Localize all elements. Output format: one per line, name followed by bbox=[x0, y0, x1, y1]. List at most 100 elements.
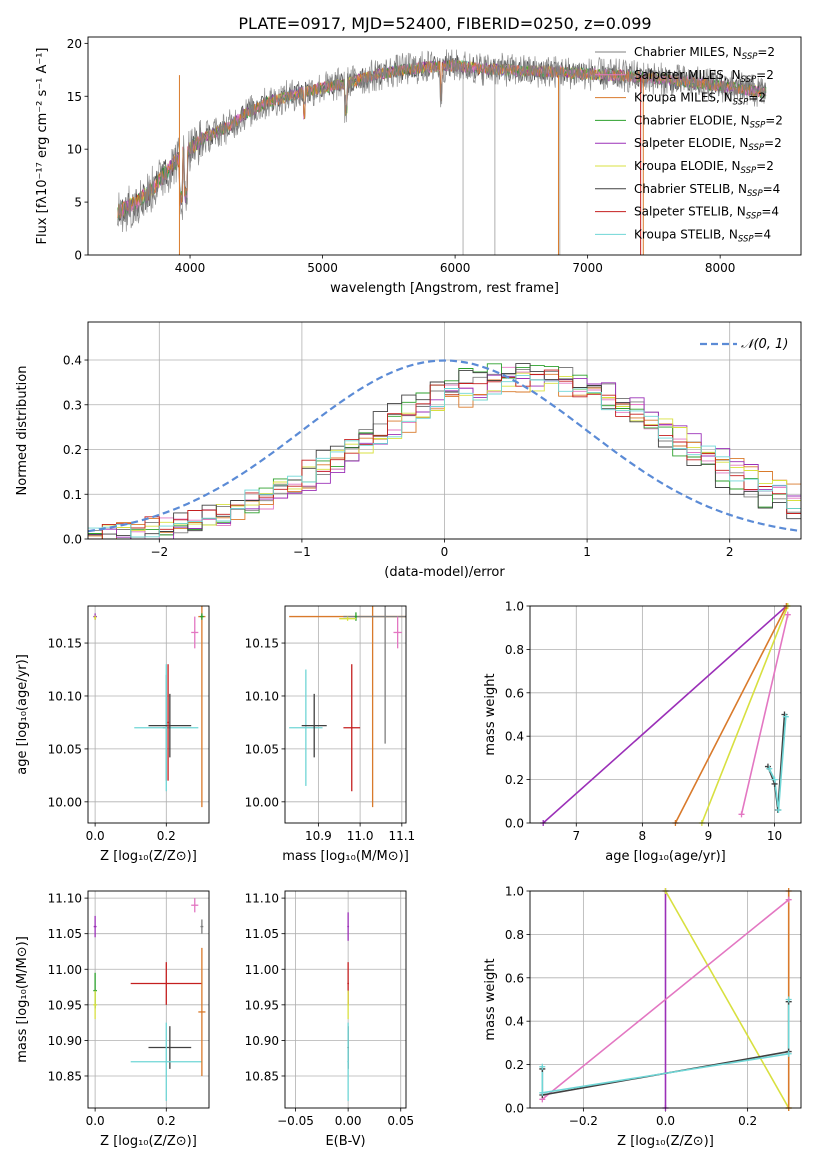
weight-marker bbox=[784, 611, 791, 618]
weight-marker bbox=[782, 713, 789, 720]
legend-subscript: SSP bbox=[741, 75, 757, 85]
y-tick-label: 11.10 bbox=[48, 892, 82, 906]
y-tick-label: 0.8 bbox=[505, 928, 524, 942]
data-point bbox=[94, 616, 97, 619]
x-tick-label: 4000 bbox=[175, 261, 206, 275]
y-tick-label: 0.6 bbox=[505, 686, 524, 700]
weight-line bbox=[701, 606, 789, 823]
data-point bbox=[347, 1003, 350, 1006]
y-tick-label: 0.2 bbox=[63, 443, 82, 457]
legend-subscript: SSP bbox=[742, 52, 758, 62]
plot-area bbox=[117, 49, 767, 255]
legend-nssp: =2 bbox=[757, 45, 775, 59]
x-tick-label: 8 bbox=[639, 829, 647, 843]
y-tick-label: 10.15 bbox=[48, 637, 82, 651]
x-tick-label: 10 bbox=[767, 829, 782, 843]
legend-nssp: =2 bbox=[748, 91, 766, 105]
weight-marker bbox=[771, 776, 778, 783]
y-tick-label: 11.00 bbox=[245, 963, 279, 977]
legend-subscript: SSP bbox=[747, 189, 763, 199]
data-point bbox=[313, 724, 316, 727]
x-axis-label: E(B-V) bbox=[325, 1134, 365, 1149]
x-tick-label: −0.2 bbox=[569, 1114, 598, 1128]
normal-legend-label: 𝒩(0, 1) bbox=[741, 337, 788, 352]
plot-area bbox=[93, 606, 206, 808]
weight-marker bbox=[785, 896, 792, 903]
y-axis-label: Normed distribution bbox=[15, 366, 30, 496]
y-tick-label: 0.3 bbox=[63, 398, 82, 412]
y-tick-label: 10.10 bbox=[48, 689, 82, 703]
x-tick-label: 0.0 bbox=[656, 1114, 675, 1128]
data-point bbox=[200, 615, 203, 618]
data-point bbox=[94, 1003, 97, 1006]
legend-label: Kroupa STELIB, NSSP=4 bbox=[634, 227, 771, 244]
y-axis-label: mass weight bbox=[483, 673, 498, 755]
y-axis-label: mass weight bbox=[483, 958, 498, 1040]
x-tick-label: 9 bbox=[705, 829, 713, 843]
x-tick-label: 0 bbox=[441, 545, 449, 559]
x-axis-label: age [log₁₀(age/yr)] bbox=[605, 849, 726, 864]
x-axis-label: wavelength [Angstrom, rest frame] bbox=[330, 281, 559, 296]
y-tick-label: 10 bbox=[67, 143, 82, 157]
x-tick-label: 0.2 bbox=[157, 829, 176, 843]
histogram-step bbox=[88, 374, 801, 538]
x-tick-label: 6000 bbox=[440, 261, 471, 275]
data-point bbox=[396, 631, 399, 634]
legend-model: Chabrier STELIB, N bbox=[634, 182, 747, 196]
legend-label: Kroupa ELODIE, NSSP=2 bbox=[634, 159, 774, 176]
legend-nssp: =4 bbox=[763, 182, 781, 196]
legend-nssp: =2 bbox=[756, 68, 774, 82]
y-tick-label: 0.1 bbox=[63, 488, 82, 502]
x-tick-label: −2 bbox=[150, 545, 168, 559]
data-point bbox=[350, 726, 353, 729]
y-tick-label: 10.95 bbox=[48, 998, 82, 1012]
weight-marker bbox=[785, 1050, 792, 1057]
legend-model: Chabrier MILES, N bbox=[634, 45, 742, 59]
panel-spectrum: 4000 5000 6000 7000 8000 0 5 10 15 20 wavelength [… bbox=[35, 36, 802, 296]
weight-line bbox=[541, 999, 790, 1094]
data-point bbox=[347, 925, 350, 928]
x-tick-label: 0.2 bbox=[738, 1114, 757, 1128]
data-point bbox=[347, 982, 350, 985]
axes-frame bbox=[284, 605, 407, 824]
x-tick-label: −1 bbox=[293, 545, 311, 559]
y-axis-label: age [log₁₀(age/yr)] bbox=[15, 654, 30, 775]
panel-mass_vs_Z: 0.0 0.2 10.85 10.90 10.95 11.00 11.05 11.10 Z [l… bbox=[15, 890, 210, 1149]
axes-frame bbox=[87, 321, 802, 540]
legend-subscript: SSP bbox=[746, 212, 762, 222]
data-point bbox=[167, 721, 169, 724]
x-tick-label: 0.0 bbox=[86, 829, 105, 843]
weight-line bbox=[542, 606, 788, 823]
legend-model: Chabrier ELODIE, N bbox=[634, 113, 750, 127]
x-tick-label: 0.05 bbox=[387, 1114, 414, 1128]
y-tick-label: 10.00 bbox=[245, 795, 279, 809]
y-tick-label: 0.4 bbox=[505, 730, 524, 744]
y-tick-label: 0.8 bbox=[505, 643, 524, 657]
data-point bbox=[193, 904, 196, 907]
x-tick-label: 1 bbox=[583, 545, 591, 559]
legend-nssp: =4 bbox=[754, 227, 772, 241]
legend-label: Salpeter ELODIE, NSSP=2 bbox=[634, 136, 782, 153]
y-tick-label: 0.0 bbox=[505, 1102, 524, 1116]
y-tick-label: 0.6 bbox=[505, 971, 524, 985]
y-tick-label: 11.05 bbox=[245, 927, 279, 941]
legend-label: Kroupa MILES, NSSP=2 bbox=[634, 91, 766, 108]
y-tick-label: 11.05 bbox=[48, 927, 82, 941]
histogram-step bbox=[88, 374, 801, 539]
y-tick-label: 5 bbox=[74, 196, 82, 210]
y-tick-label: 10.05 bbox=[245, 742, 279, 756]
x-tick-label: 0.0 bbox=[86, 1114, 105, 1128]
y-tick-label: 0.0 bbox=[505, 817, 524, 831]
weight-marker bbox=[539, 1089, 546, 1096]
data-point bbox=[165, 726, 168, 729]
figure-title: PLATE=0917, MJD=52400, FIBERID=0250, z=0… bbox=[238, 14, 651, 33]
axes-frame bbox=[529, 605, 802, 824]
data-point bbox=[304, 726, 307, 729]
legend-label: Chabrier STELIB, NSSP=4 bbox=[634, 182, 780, 199]
panel-age_vs_mass: 10.9 11.0 11.1 10.00 10.05 10.10 10.15 mass [lo… bbox=[245, 605, 415, 864]
plot-area bbox=[542, 606, 789, 823]
axes-frame bbox=[529, 890, 802, 1109]
legend-model: Kroupa ELODIE, N bbox=[634, 159, 741, 173]
